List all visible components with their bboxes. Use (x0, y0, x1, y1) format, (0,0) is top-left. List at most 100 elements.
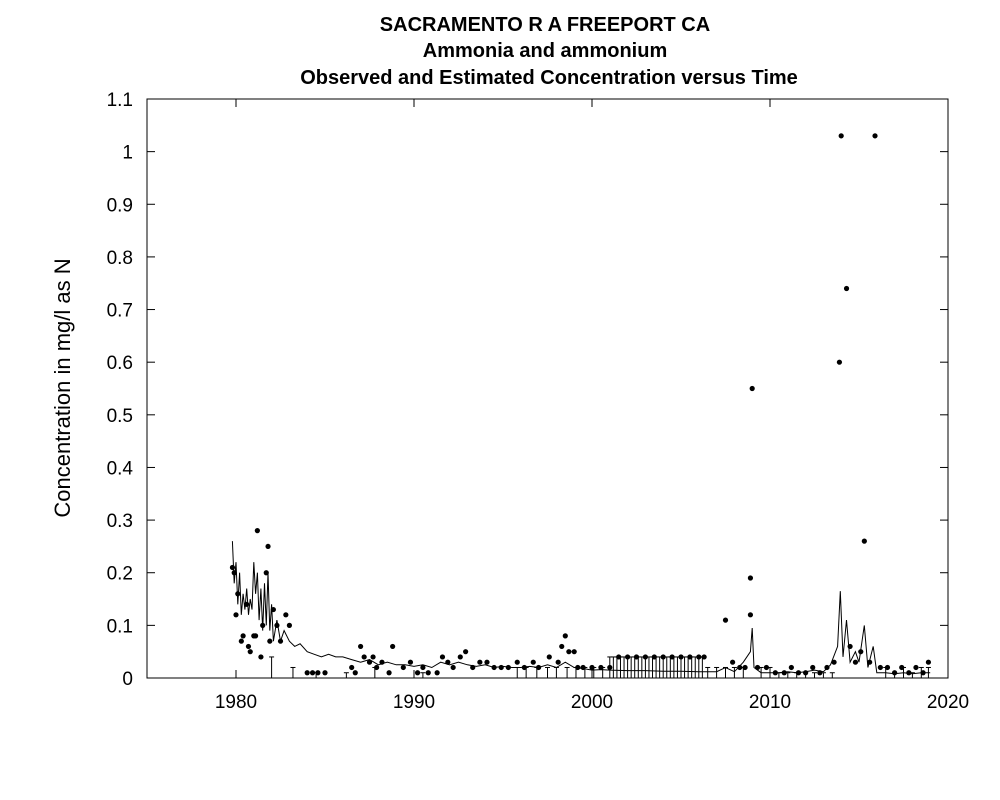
y-tick-label: 0.7 (107, 301, 133, 322)
observed-point (877, 664, 883, 671)
observed-point (633, 654, 640, 660)
observed-point (843, 285, 850, 292)
observed-point (555, 659, 561, 665)
observed-point (660, 654, 666, 660)
observed-point (838, 133, 844, 139)
observed-point (616, 654, 622, 660)
observed-point (309, 670, 316, 676)
observed-point (598, 664, 604, 671)
y-tick-label: 0.3 (107, 511, 133, 532)
observed-point (536, 664, 542, 671)
observed-point (824, 664, 830, 671)
y-axis-label: Concentration in mg/l as N (50, 258, 75, 517)
observed-point (858, 649, 864, 655)
observed-point (265, 543, 271, 550)
observed-point (580, 664, 586, 671)
observed-point (450, 664, 456, 671)
observed-point (747, 612, 754, 618)
observed-point (884, 664, 891, 671)
observed-point (514, 659, 520, 665)
observed-point (400, 664, 406, 671)
observed-point (847, 643, 853, 650)
observed-point (258, 654, 264, 660)
y-tick-label: 0.5 (107, 406, 133, 427)
observed-point (322, 670, 328, 676)
observed-point (546, 654, 552, 660)
observed-point (803, 670, 809, 676)
observed-point (763, 664, 770, 671)
y-tick-label: 0.2 (107, 564, 133, 585)
observed-point (861, 538, 867, 544)
observed-point (407, 659, 414, 665)
observed-point (788, 664, 794, 671)
observed-point (366, 659, 373, 665)
observed-point (352, 670, 358, 676)
observed-point (439, 654, 446, 660)
observed-point (349, 664, 355, 671)
observed-point (642, 654, 649, 660)
observed-point (470, 664, 476, 671)
observed-point (920, 670, 926, 676)
observed-point (836, 359, 843, 365)
observed-point (566, 649, 572, 655)
observed-point (260, 622, 266, 628)
observed-point (233, 612, 239, 618)
y-tick-label: 0 (122, 669, 133, 690)
observed-point (277, 638, 284, 644)
observed-point (530, 659, 536, 665)
observed-point (852, 659, 859, 665)
observed-point (386, 670, 392, 676)
observed-point (521, 664, 527, 671)
observed-point (498, 664, 504, 671)
observed-point (730, 659, 736, 665)
observed-point (701, 654, 707, 660)
observed-point (245, 643, 252, 650)
observed-point (892, 670, 898, 676)
observed-point (625, 654, 631, 660)
observed-point (425, 670, 431, 676)
chart-subtitle-2: Observed and Estimated Concentration ver… (300, 67, 798, 89)
observed-point (274, 622, 280, 628)
observed-point (925, 659, 932, 665)
x-tick-label: 2000 (571, 692, 613, 713)
y-tick-label: 0.6 (107, 353, 133, 374)
x-tick-label: 2020 (927, 692, 969, 713)
observed-point (831, 659, 837, 665)
observed-point (379, 659, 385, 665)
observed-point (252, 633, 259, 639)
observed-point (434, 670, 440, 676)
observed-point (559, 643, 565, 650)
observed-point (607, 664, 613, 671)
observed-point (244, 601, 250, 607)
observed-point (238, 638, 244, 644)
y-tick-label: 1 (122, 143, 133, 164)
observed-point (247, 649, 253, 655)
y-tick-label: 1.1 (107, 90, 133, 111)
observed-point (749, 385, 755, 392)
observed-point (231, 570, 237, 576)
observed-point (795, 670, 802, 676)
observed-point (867, 659, 873, 665)
observed-point (872, 133, 878, 139)
observed-point (254, 528, 260, 534)
observed-point (742, 664, 748, 671)
observed-point (414, 670, 421, 676)
observed-point (477, 659, 483, 665)
observed-point (737, 664, 743, 671)
observed-point (491, 664, 497, 671)
y-tick-label: 0.8 (107, 248, 133, 269)
observed-point (420, 664, 426, 671)
observed-point (687, 654, 693, 660)
observed-point (370, 654, 376, 660)
observed-point (899, 664, 905, 671)
x-tick-label: 1990 (393, 692, 435, 713)
observed-point (286, 622, 292, 628)
observed-point (463, 649, 469, 655)
observed-point (696, 654, 702, 660)
observed-point (505, 664, 511, 671)
observed-point (678, 654, 684, 660)
observed-point (457, 654, 463, 660)
observed-point (315, 670, 321, 676)
x-tick-label: 2010 (749, 692, 791, 713)
observed-point (374, 664, 380, 671)
